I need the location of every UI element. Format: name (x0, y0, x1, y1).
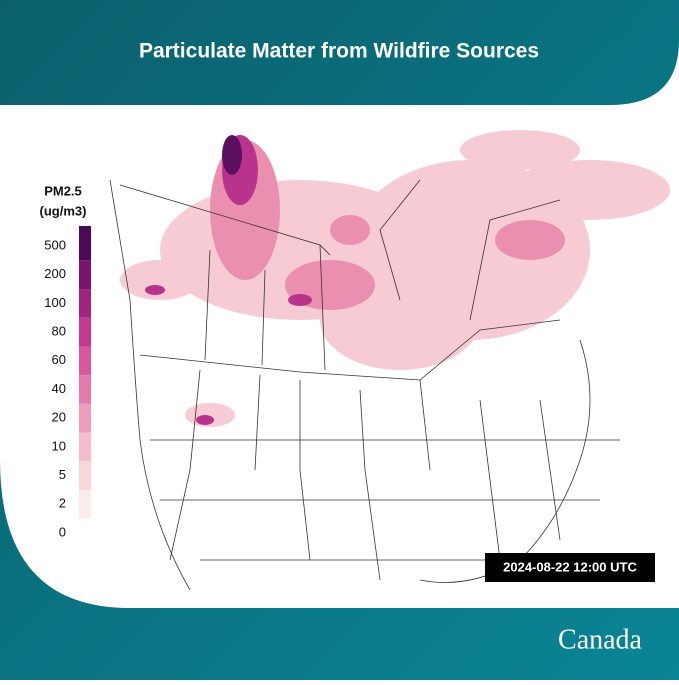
legend-swatch (79, 432, 91, 462)
timestamp: 2024-08-22 12:00 UTC (503, 559, 637, 574)
legend-swatch (79, 489, 91, 519)
legend-swatch (79, 461, 91, 490)
legend-swatch (79, 260, 91, 290)
smoke-extreme (222, 135, 242, 175)
legend-label: 200 (44, 266, 66, 281)
legend-swatch (79, 375, 91, 404)
legend-label: 100 (44, 295, 66, 310)
legend-swatch (79, 346, 91, 376)
legend-swatch (79, 403, 91, 433)
borders (119, 179, 620, 581)
legend-label: 10 (52, 438, 66, 453)
legend-swatch (79, 317, 91, 347)
legend-label: 500 (44, 237, 66, 252)
legend-swatch (79, 289, 91, 318)
legend-label: 80 (52, 324, 66, 339)
title: Particulate Matter from Wildfire Sources (139, 40, 539, 63)
legend-swatch (79, 226, 91, 261)
legend-title: PM2.5 (44, 183, 82, 198)
legend-label: 20 (52, 410, 66, 425)
legend-label: 40 (52, 381, 66, 396)
legend-unit: (ug/m3) (40, 203, 87, 218)
canada-wordmark: Canada (558, 624, 643, 655)
map (109, 130, 670, 591)
coastline (109, 179, 591, 591)
legend-label: 2 (59, 496, 66, 511)
legend-label: 60 (52, 352, 66, 367)
legend-label: 5 (59, 467, 66, 482)
legend-label: 0 (59, 524, 66, 539)
timestamp-box (485, 553, 655, 582)
